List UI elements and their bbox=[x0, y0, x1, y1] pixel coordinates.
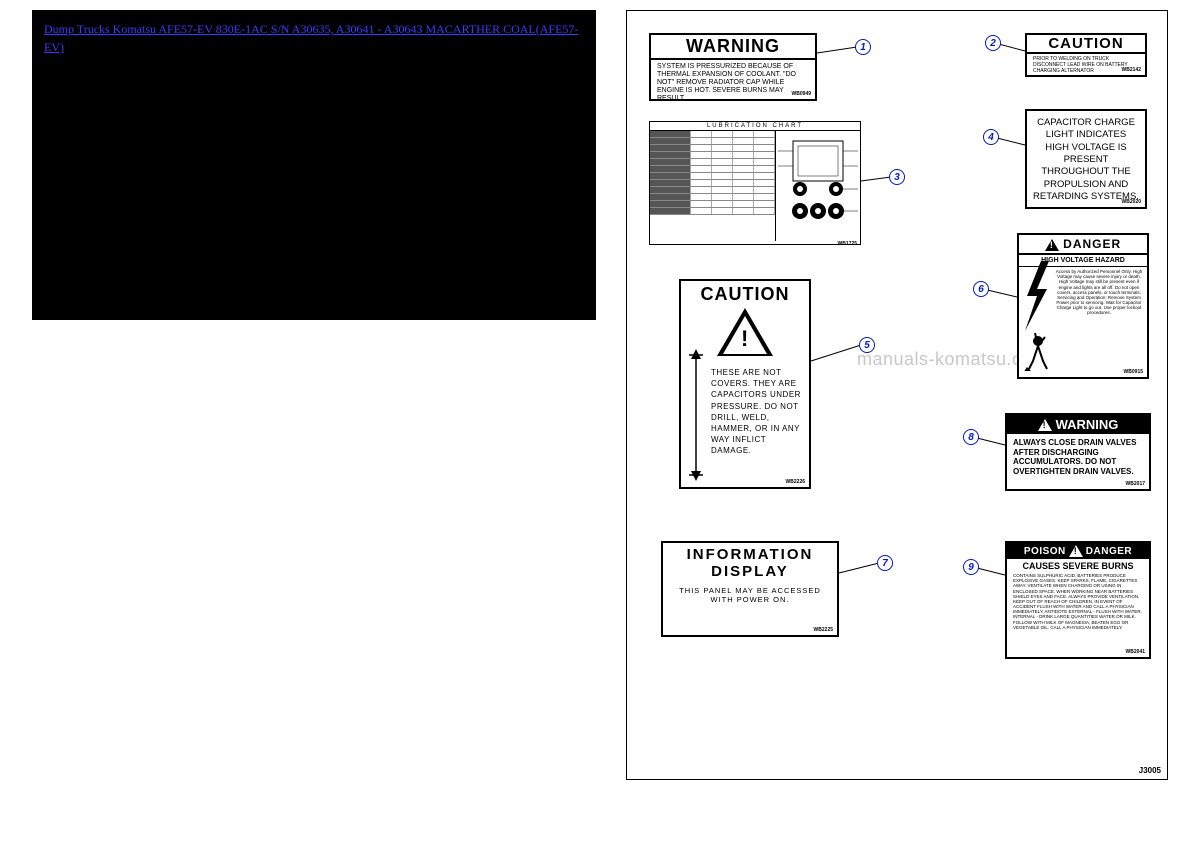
warning-triangle-icon bbox=[1045, 239, 1059, 251]
plate-title: CAUTION bbox=[681, 281, 809, 308]
plate-code: WB2017 bbox=[1126, 481, 1145, 487]
lubrication-title: LUBRICATION CHART bbox=[650, 122, 860, 131]
plate-body: SYSTEM IS PRESSURIZED BECAUSE OF THERMAL… bbox=[651, 60, 815, 109]
callout-bubble: 4 bbox=[983, 129, 999, 145]
plate-title: CAUTION bbox=[1027, 35, 1145, 54]
plate-subtitle: CAUSES SEVERE BURNS bbox=[1007, 559, 1149, 573]
plate-info-display: INFORMATION DISPLAY THIS PANEL MAY BE AC… bbox=[661, 541, 839, 637]
plate-body: CONTAINS SULPHURIC ACID. BATTERIES PRODU… bbox=[1007, 573, 1149, 636]
plate-header: WARNING bbox=[1007, 415, 1149, 434]
callout-bubble: 1 bbox=[855, 39, 871, 55]
plate-header: POISON DANGER bbox=[1007, 543, 1149, 559]
page-code: J3005 bbox=[1139, 766, 1161, 775]
plate-code: WB2142 bbox=[1122, 67, 1141, 73]
plate-title: INFORMATION DISPLAY bbox=[663, 543, 837, 584]
plate-title: DANGER bbox=[1019, 235, 1147, 255]
callout-bubble: 9 bbox=[963, 559, 979, 575]
callout-bubble: 5 bbox=[859, 337, 875, 353]
callout-bubble: 6 bbox=[973, 281, 989, 297]
callout-bubble: 8 bbox=[963, 429, 979, 445]
callout-bubble: 3 bbox=[889, 169, 905, 185]
callout-bubble: 2 bbox=[985, 35, 1001, 51]
plate-title-text: WARNING bbox=[1056, 417, 1119, 432]
plate-title-left: POISON bbox=[1024, 546, 1066, 557]
left-black-panel: Dump Trucks Komatsu AFE57-EV 830E-1AC S/… bbox=[32, 10, 596, 320]
plate-code: WB2225 bbox=[814, 627, 833, 633]
plate-capacitor-light: CAPACITOR CHARGE LIGHT INDICATES HIGH VO… bbox=[1025, 109, 1147, 209]
product-link[interactable]: Dump Trucks Komatsu AFE57-EV 830E-1AC S/… bbox=[44, 22, 578, 54]
plate-title-text: DANGER bbox=[1063, 237, 1121, 251]
manual-page: manuals-komatsu.com WARNING SYSTEM IS PR… bbox=[626, 10, 1168, 780]
high-voltage-icon bbox=[1023, 261, 1053, 371]
plate-code: WB2041 bbox=[1126, 649, 1145, 655]
plate-caution-welding: CAUTION PRIOR TO WELDING ON TRUCK DISCON… bbox=[1025, 33, 1147, 77]
plate-danger-hv: DANGER HIGH VOLTAGE HAZARD Access by Aut… bbox=[1017, 233, 1149, 379]
callout-bubble: 7 bbox=[877, 555, 893, 571]
arrow-icon bbox=[687, 349, 705, 481]
plate-body: THIS PANEL MAY BE ACCESSED WITH POWER ON… bbox=[663, 584, 837, 610]
truck-diagram-icon bbox=[776, 131, 860, 241]
warning-triangle-icon: ! bbox=[717, 308, 773, 356]
plate-code: WB1725 bbox=[838, 241, 857, 247]
warning-triangle-icon bbox=[1038, 419, 1052, 431]
plate-warning-radiator: WARNING SYSTEM IS PRESSURIZED BECAUSE OF… bbox=[649, 33, 817, 101]
plate-body: ALWAYS CLOSE DRAIN VALVES AFTER DISCHARG… bbox=[1007, 434, 1149, 480]
plate-title-right: DANGER bbox=[1086, 546, 1132, 557]
plate-body: CAPACITOR CHARGE LIGHT INDICATES HIGH VO… bbox=[1027, 111, 1145, 209]
plate-code: WB0949 bbox=[792, 91, 811, 97]
plate-poison-danger: POISON DANGER CAUSES SEVERE BURNS CONTAI… bbox=[1005, 541, 1151, 659]
plate-warning-drain: WARNING ALWAYS CLOSE DRAIN VALVES AFTER … bbox=[1005, 413, 1151, 491]
plate-title: WARNING bbox=[651, 35, 815, 60]
plate-code: WB2020 bbox=[1122, 199, 1141, 205]
plate-caution-capacitors: CAUTION ! THESE ARE NOT COVERS. THEY ARE… bbox=[679, 279, 811, 489]
warning-triangle-icon bbox=[1069, 545, 1083, 557]
plate-code: WB2226 bbox=[786, 479, 805, 485]
plate-lubrication-chart: LUBRICATION CHART bbox=[649, 121, 861, 245]
plate-code: WB0915 bbox=[1124, 369, 1143, 375]
